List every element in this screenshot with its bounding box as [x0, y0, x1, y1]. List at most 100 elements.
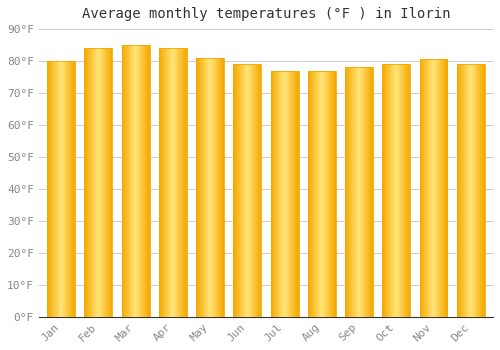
Bar: [474, 64, 475, 317]
Bar: [361, 68, 362, 317]
Bar: [122, 45, 123, 317]
Bar: [291, 71, 292, 317]
Bar: [234, 64, 236, 317]
Bar: [446, 60, 448, 317]
Bar: [292, 71, 293, 317]
Bar: [177, 48, 178, 317]
Bar: [360, 68, 361, 317]
Bar: [104, 48, 106, 317]
Bar: [66, 61, 67, 317]
Bar: [323, 71, 324, 317]
Bar: [322, 71, 324, 317]
Bar: [213, 58, 214, 317]
Bar: [438, 60, 439, 317]
Bar: [295, 71, 296, 317]
Bar: [170, 48, 171, 317]
Bar: [202, 58, 203, 317]
Bar: [62, 61, 64, 317]
Bar: [286, 71, 288, 317]
Bar: [206, 58, 208, 317]
Bar: [236, 64, 237, 317]
Bar: [333, 71, 334, 317]
Bar: [47, 61, 75, 317]
Bar: [387, 64, 388, 317]
Bar: [125, 45, 126, 317]
Bar: [368, 68, 369, 317]
Bar: [430, 60, 432, 317]
Bar: [383, 64, 384, 317]
Bar: [257, 64, 258, 317]
Bar: [73, 61, 74, 317]
Bar: [428, 60, 430, 317]
Bar: [123, 45, 124, 317]
Bar: [422, 60, 423, 317]
Bar: [358, 68, 359, 317]
Bar: [363, 68, 364, 317]
Bar: [476, 64, 477, 317]
Bar: [96, 48, 97, 317]
Bar: [178, 48, 179, 317]
Bar: [161, 48, 162, 317]
Bar: [282, 71, 283, 317]
Bar: [484, 64, 485, 317]
Bar: [315, 71, 316, 317]
Bar: [240, 64, 241, 317]
Bar: [196, 58, 224, 317]
Bar: [144, 45, 146, 317]
Bar: [163, 48, 164, 317]
Bar: [138, 45, 139, 317]
Bar: [423, 60, 424, 317]
Bar: [470, 64, 472, 317]
Bar: [54, 61, 55, 317]
Bar: [159, 48, 160, 317]
Bar: [68, 61, 69, 317]
Bar: [424, 60, 425, 317]
Bar: [90, 48, 92, 317]
Bar: [463, 64, 464, 317]
Bar: [59, 61, 60, 317]
Bar: [293, 71, 294, 317]
Bar: [442, 60, 444, 317]
Bar: [464, 64, 465, 317]
Bar: [348, 68, 350, 317]
Bar: [165, 48, 166, 317]
Bar: [147, 45, 148, 317]
Bar: [345, 68, 346, 317]
Bar: [392, 64, 393, 317]
Bar: [473, 64, 474, 317]
Bar: [308, 71, 336, 317]
Bar: [162, 48, 163, 317]
Bar: [149, 45, 150, 317]
Bar: [164, 48, 165, 317]
Bar: [482, 64, 484, 317]
Bar: [130, 45, 132, 317]
Bar: [480, 64, 482, 317]
Bar: [393, 64, 394, 317]
Bar: [388, 64, 390, 317]
Bar: [181, 48, 182, 317]
Bar: [220, 58, 222, 317]
Bar: [238, 64, 239, 317]
Bar: [281, 71, 282, 317]
Bar: [215, 58, 216, 317]
Bar: [142, 45, 144, 317]
Bar: [288, 71, 290, 317]
Bar: [276, 71, 277, 317]
Bar: [312, 71, 314, 317]
Bar: [84, 48, 112, 317]
Bar: [279, 71, 280, 317]
Bar: [133, 45, 134, 317]
Bar: [294, 71, 295, 317]
Bar: [148, 45, 149, 317]
Bar: [216, 58, 217, 317]
Bar: [186, 48, 187, 317]
Bar: [399, 64, 400, 317]
Bar: [255, 64, 256, 317]
Bar: [219, 58, 220, 317]
Bar: [420, 60, 448, 317]
Bar: [408, 64, 409, 317]
Bar: [250, 64, 251, 317]
Bar: [385, 64, 386, 317]
Bar: [180, 48, 182, 317]
Bar: [396, 64, 397, 317]
